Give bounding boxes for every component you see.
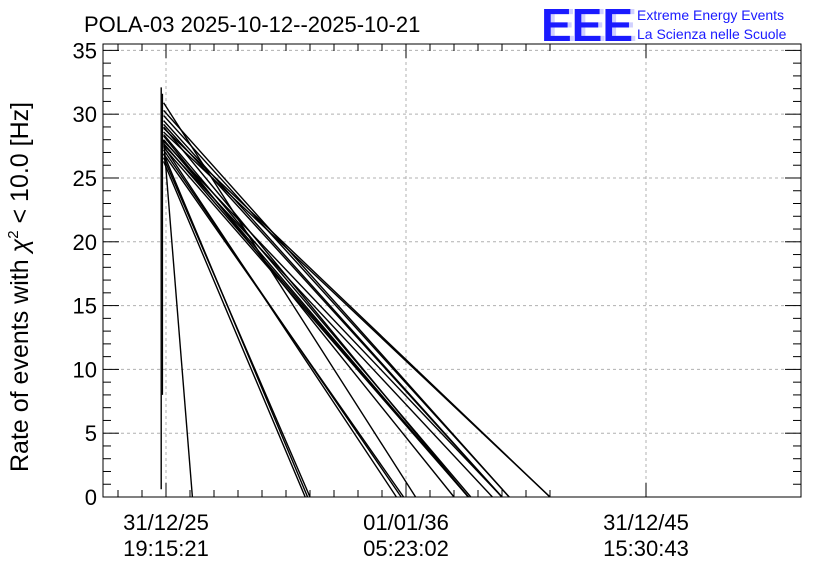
data-line-segment [163, 123, 503, 498]
y-tick-label: 15 [73, 294, 97, 319]
data-line-segment [162, 153, 309, 498]
data-line-segment [163, 126, 469, 498]
data-line-segment [163, 144, 493, 498]
logo-text-shadow: EEE [545, 0, 637, 51]
x-tick-label-time: 15:30:43 [603, 536, 689, 561]
data-line-segment [163, 115, 510, 498]
y-tick-label: 30 [73, 102, 97, 127]
data-line-segment [163, 153, 405, 498]
plot-frame [102, 43, 802, 498]
x-tick-label-time: 19:15:21 [123, 536, 209, 561]
x-tick-label-date: 01/01/36 [363, 510, 449, 535]
y-tick-label: 5 [85, 421, 97, 446]
data-line-segment [163, 145, 397, 498]
data-line-segment [163, 134, 472, 498]
x-tick-label-date: 31/12/25 [123, 510, 209, 535]
data-line-segment [162, 161, 306, 498]
data-series [160, 87, 551, 498]
y-tick-label: 20 [73, 230, 97, 255]
y-tick-label: 35 [73, 38, 97, 63]
grid [103, 44, 801, 497]
y-tick-label: 0 [85, 485, 97, 510]
data-line-segment [163, 146, 469, 498]
data-line-segment [163, 131, 551, 498]
data-line-segment [162, 139, 194, 498]
y-tick-label: 10 [73, 357, 97, 382]
y-axis-label: Rate of events with χ2 < 10.0 [Hz] [5, 102, 34, 472]
eee-logo: EEE EEE Extreme Energy Events La Scienza… [541, 0, 787, 51]
logo-line-2: La Scienza nelle Scuole [637, 26, 787, 42]
x-tick-label-date: 31/12/45 [603, 510, 689, 535]
x-tick-label-time: 05:23:02 [363, 536, 449, 561]
y-tick-label: 25 [73, 166, 97, 191]
chart-title: POLA-03 2025-10-12--2025-10-21 [84, 12, 420, 37]
logo-line-1: Extreme Energy Events [637, 7, 784, 23]
logo-text: EEE [541, 0, 633, 51]
